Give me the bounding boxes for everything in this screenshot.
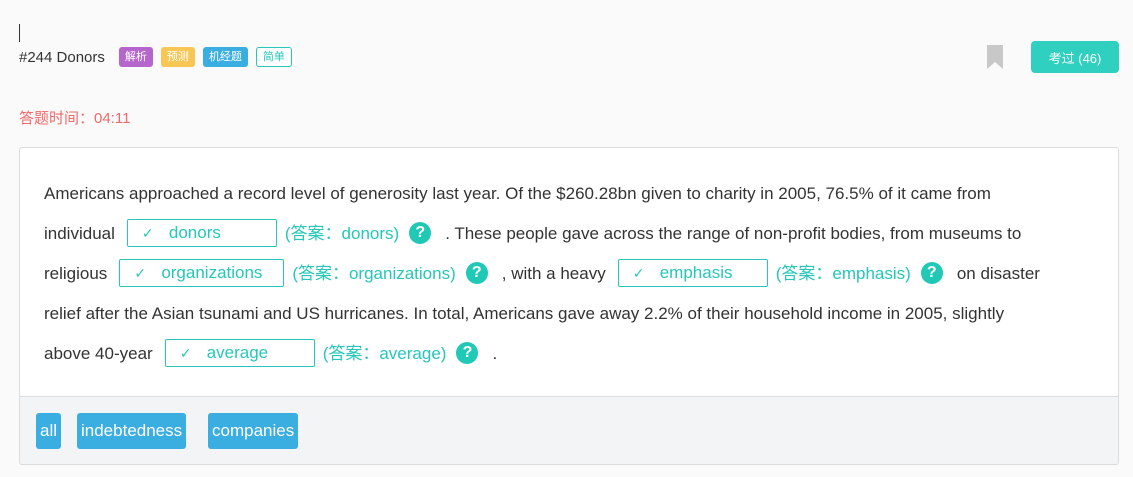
passage-segment: Americans approached a record level of g… [44,184,991,203]
passed-exam-button[interactable]: 考过 (46) [1031,41,1119,73]
check-icon: ✓ [180,343,192,363]
check-icon: ✓ [142,223,154,243]
tag-exam-question[interactable]: 机经题 [203,47,248,67]
passage-text: Americans approached a record level of g… [44,174,1104,374]
help-icon[interactable]: ? [409,222,431,244]
text-cursor [19,24,20,42]
tag-difficulty: 简单 [256,47,292,67]
check-icon: ✓ [633,263,645,283]
help-icon[interactable]: ? [456,342,478,364]
passage-segment: , with a heavy [502,264,606,283]
blank-3[interactable]: ✓ emphasis [618,259,768,287]
blank-value: emphasis [660,263,733,283]
help-icon[interactable]: ? [921,262,943,284]
check-icon: ✓ [134,263,146,283]
blank-4[interactable]: ✓ average [165,339,315,367]
word-bank: all indebtedness companies [20,396,1118,465]
answer-hint: (答案：organizations) [292,264,455,283]
word-option[interactable]: indebtedness [77,413,186,449]
question-header: #244 Donors 解析 预测 机经题 简单 [19,46,300,68]
help-icon[interactable]: ? [466,262,488,284]
blank-value: organizations [161,263,262,283]
passage-segment: relief after the Asian tsunami and US hu… [44,304,1004,323]
answer-timer: 答题时间：04:11 [19,107,130,128]
question-title: #244 Donors [19,49,105,66]
blank-2[interactable]: ✓ organizations [119,259,284,287]
word-option[interactable]: companies [208,413,298,449]
blank-value: average [207,343,268,363]
passage-segment: . These people gave across the range of … [445,224,1021,243]
passage-segment: on disaster [957,264,1040,283]
word-option[interactable]: all [36,413,61,449]
blank-1[interactable]: ✓ donors [127,219,277,247]
blank-value: donors [169,223,221,243]
passage-segment: individual [44,224,115,243]
passage-segment: religious [44,264,107,283]
answer-hint: (答案：average) [323,344,447,363]
passage-segment: above 40-year [44,344,153,363]
question-card: Americans approached a record level of g… [19,147,1119,465]
answer-hint: (答案：donors) [285,224,399,243]
answer-hint: (答案：emphasis) [776,264,911,283]
bookmark-icon[interactable] [987,45,1003,69]
passage-segment: . [492,344,497,363]
tag-analysis[interactable]: 解析 [119,47,153,67]
tag-prediction[interactable]: 预测 [161,47,195,67]
